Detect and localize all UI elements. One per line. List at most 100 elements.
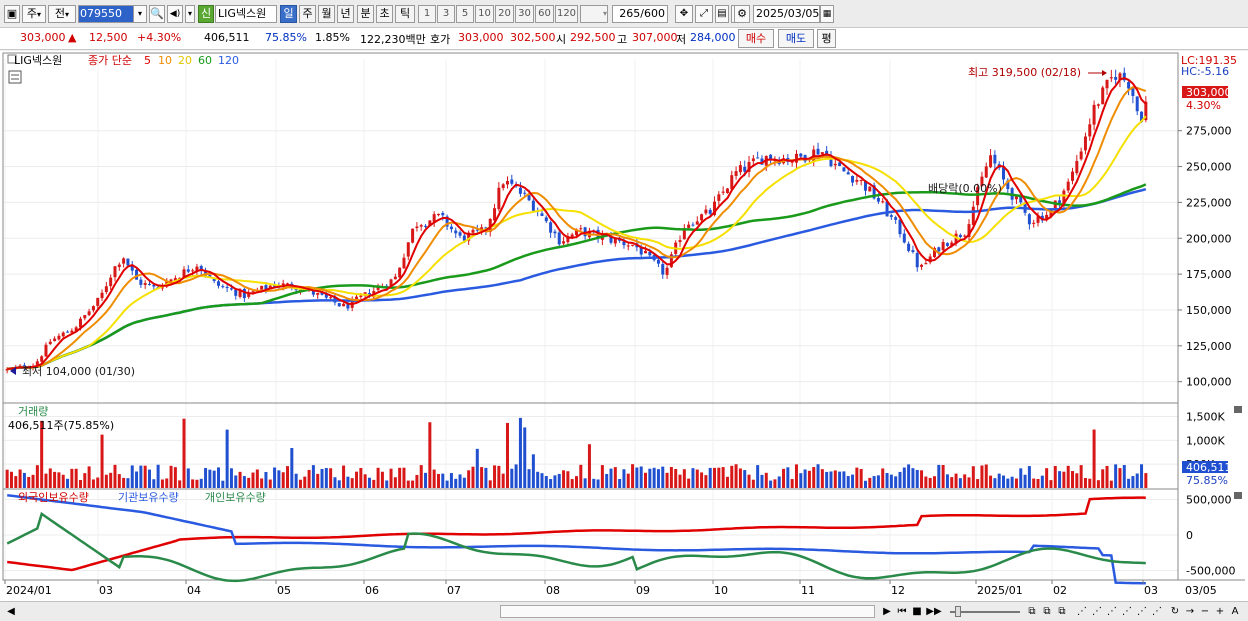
stock-chart[interactable]: 275,000 250,000 225,000 200,000 175,000 150,0… bbox=[0, 51, 1248, 601]
volume-bar bbox=[920, 470, 924, 488]
rewind-icon[interactable]: ↻ bbox=[1170, 606, 1180, 617]
individual-holdings-line bbox=[6, 511, 1146, 583]
speaker-icon[interactable]: ◀) bbox=[167, 5, 183, 23]
interval-20[interactable]: 20 bbox=[495, 5, 514, 23]
crosshair-icon[interactable]: ✥ bbox=[675, 5, 693, 23]
date-field[interactable]: 2025/03/05 bbox=[753, 5, 820, 23]
scroll-stop-icon[interactable]: ■ bbox=[912, 606, 922, 617]
trend-icon-2[interactable]: ⋰ bbox=[1092, 606, 1102, 617]
volume-bar bbox=[126, 478, 130, 488]
code-dropdown-icon[interactable]: ▾ bbox=[133, 5, 147, 23]
scroll-first-icon[interactable]: ⏮ bbox=[897, 606, 907, 617]
trend-icon-5[interactable]: ⋰ bbox=[1137, 606, 1147, 617]
candle-body bbox=[941, 242, 945, 251]
period-month[interactable]: 월 bbox=[318, 5, 335, 23]
interval-120[interactable]: 120 bbox=[555, 5, 578, 23]
price-tick-label: 150,000 bbox=[1186, 304, 1232, 317]
interval-custom-input[interactable]: ▾ bbox=[580, 5, 608, 23]
save-icon[interactable]: ▤ bbox=[715, 5, 729, 23]
scroll-fast-icon[interactable]: ▶▶ bbox=[926, 606, 942, 617]
volume-bar bbox=[1006, 478, 1010, 488]
volume-bar bbox=[674, 468, 678, 488]
layout-icon-3[interactable]: ⧉ bbox=[1058, 606, 1066, 617]
volume-bar bbox=[9, 471, 13, 488]
holdings-panel-close-icon[interactable] bbox=[1234, 492, 1242, 499]
calendar-icon[interactable]: ▦ bbox=[820, 5, 834, 23]
trend-icon-3[interactable]: ⋰ bbox=[1107, 606, 1117, 617]
price-tick-label: 100,000 bbox=[1186, 376, 1232, 389]
volume-bar bbox=[639, 466, 643, 488]
period-minute[interactable]: 분 bbox=[357, 5, 374, 23]
zoom-out-icon[interactable]: − bbox=[1200, 606, 1210, 617]
interval-5[interactable]: 5 bbox=[456, 5, 474, 23]
candle-body bbox=[1088, 124, 1092, 137]
volume-bar bbox=[48, 468, 52, 488]
candle-body bbox=[424, 225, 428, 227]
speaker-dropdown-icon[interactable]: ▾ bbox=[185, 5, 195, 23]
candle-body bbox=[242, 288, 246, 299]
candle-body bbox=[1109, 77, 1113, 79]
zoom-slider[interactable] bbox=[950, 611, 1020, 613]
candle-body bbox=[1014, 195, 1018, 200]
horizontal-scrollbar[interactable]: ◀ ▶ ⏮ ■ ▶▶ ⧉ ⧉ ⧉ ⋰ ⋰ ⋰ ⋰ ⋰ ⋰ ↻ → − + A bbox=[0, 601, 1248, 621]
scroll-thumb[interactable] bbox=[500, 605, 875, 618]
candle-body bbox=[57, 335, 61, 340]
volume-bar bbox=[613, 467, 617, 488]
volume-bar bbox=[18, 469, 22, 488]
volume-bar bbox=[462, 477, 466, 488]
auto-scale-icon[interactable]: A bbox=[1231, 606, 1239, 617]
layout-icon-2[interactable]: ⧉ bbox=[1043, 606, 1051, 617]
ma5-line bbox=[7, 77, 1147, 370]
interval-3[interactable]: 3 bbox=[437, 5, 455, 23]
interval-1[interactable]: 1 bbox=[418, 5, 436, 23]
candle-body bbox=[622, 241, 626, 246]
stock-name-field[interactable]: LIG넥스원 bbox=[215, 5, 277, 23]
volume-bar bbox=[402, 467, 406, 488]
scroll-play-icon[interactable]: ▶ bbox=[883, 606, 891, 617]
period-second[interactable]: 초 bbox=[376, 5, 393, 23]
period-week[interactable]: 주 bbox=[299, 5, 316, 23]
zoom-in-icon[interactable]: + bbox=[1215, 606, 1225, 617]
layout-icon-1[interactable]: ⧉ bbox=[1028, 606, 1036, 617]
candle-body bbox=[182, 269, 186, 278]
period-year[interactable]: 년 bbox=[337, 5, 354, 23]
scroll-to-end-icon[interactable]: → bbox=[1185, 606, 1195, 617]
moving-average-lines bbox=[7, 77, 1147, 371]
candle-body bbox=[1036, 216, 1040, 223]
search-icon[interactable]: 🔍 bbox=[149, 5, 165, 23]
buy-button[interactable]: 매수 bbox=[738, 29, 774, 48]
sell-button[interactable]: 매도 bbox=[778, 29, 814, 48]
interval-60[interactable]: 60 bbox=[535, 5, 554, 23]
evaluation-button[interactable]: 평 bbox=[817, 29, 836, 48]
candle-body bbox=[113, 266, 117, 278]
grid bbox=[3, 59, 1178, 579]
volume-bar bbox=[527, 469, 531, 488]
prev-toggle[interactable]: 전▾ bbox=[48, 5, 76, 23]
trend-icon-1[interactable]: ⋰ bbox=[1077, 606, 1087, 617]
count-field[interactable]: 265/600 bbox=[612, 5, 668, 23]
interval-10[interactable]: 10 bbox=[475, 5, 494, 23]
interval-30[interactable]: 30 bbox=[515, 5, 534, 23]
chart-canvas[interactable]: 275,000 250,000 225,000 200,000 175,000 150,0… bbox=[0, 51, 1248, 601]
scroll-left-icon[interactable]: ◀ bbox=[7, 606, 15, 617]
trend-icon-6[interactable]: ⋰ bbox=[1152, 606, 1162, 617]
market-select[interactable]: 주▾ bbox=[22, 5, 46, 23]
zoom-slider-handle[interactable] bbox=[955, 606, 961, 617]
candle-body bbox=[505, 180, 509, 185]
gear-icon[interactable]: ⚙ bbox=[734, 5, 750, 23]
high-annotation-arrowhead bbox=[1102, 70, 1107, 76]
trend-icon-4[interactable]: ⋰ bbox=[1122, 606, 1132, 617]
period-day[interactable]: 일 bbox=[280, 5, 297, 23]
drawing-tools-icon[interactable]: ⤢ bbox=[695, 5, 713, 23]
table-view-icon[interactable] bbox=[8, 70, 22, 84]
stock-code-input[interactable]: 079550 bbox=[78, 5, 136, 23]
volume-bar bbox=[411, 480, 415, 488]
volume-bar bbox=[1122, 465, 1126, 488]
volume-panel-close-icon[interactable] bbox=[1234, 406, 1242, 413]
legend-toggle-icon[interactable] bbox=[7, 54, 17, 64]
candle-body bbox=[488, 218, 492, 233]
volume-bar bbox=[885, 472, 889, 488]
volume-bar bbox=[333, 477, 337, 488]
screen-menu-icon[interactable]: ▣ bbox=[4, 5, 20, 23]
period-tick[interactable]: 틱 bbox=[395, 5, 415, 23]
